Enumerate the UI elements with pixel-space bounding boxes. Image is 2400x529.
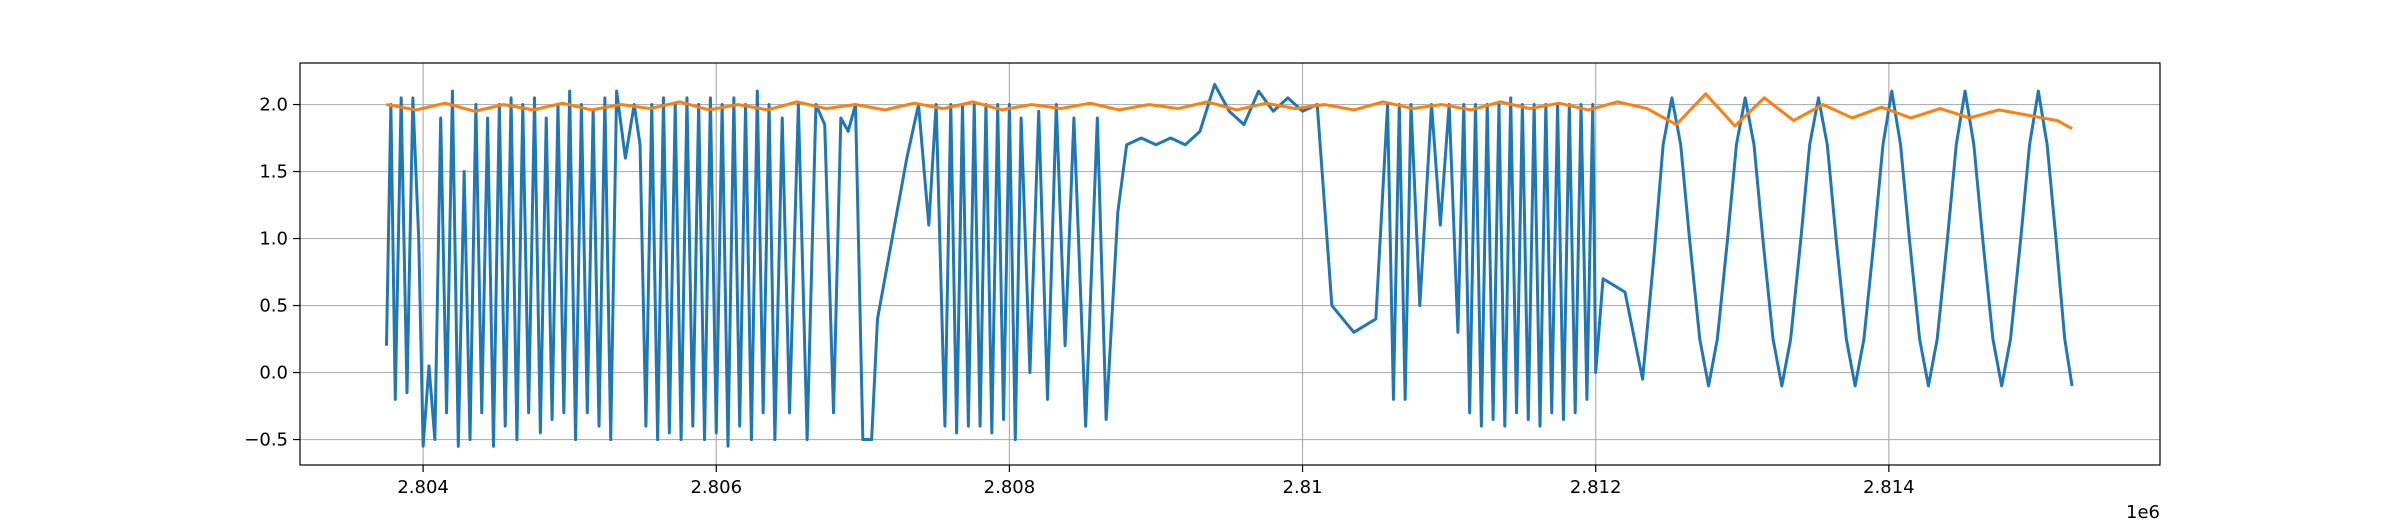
y-tick-label: 1.5: [259, 162, 288, 183]
y-tick-label: 0.0: [259, 363, 288, 384]
y-tick-label: −0.5: [244, 430, 288, 451]
x-tick-label: 2.814: [1863, 477, 1915, 498]
x-tick-label: 2.804: [397, 477, 449, 498]
data-line: [384, 82, 2074, 448]
y-tick-label: 2.0: [259, 95, 288, 116]
y-tick-label: 1.0: [259, 229, 288, 250]
data-line: [386, 92, 2073, 130]
x-tick-label: 2.806: [690, 477, 742, 498]
x-tick-label: 2.812: [1570, 477, 1622, 498]
x-tick-label: 2.81: [1283, 477, 1323, 498]
x-tick-label: 2.808: [984, 477, 1036, 498]
axes-frame: [299, 62, 2161, 466]
y-tick-label: 0.5: [259, 296, 288, 317]
x-offset-label: 1e6: [2126, 502, 2160, 523]
